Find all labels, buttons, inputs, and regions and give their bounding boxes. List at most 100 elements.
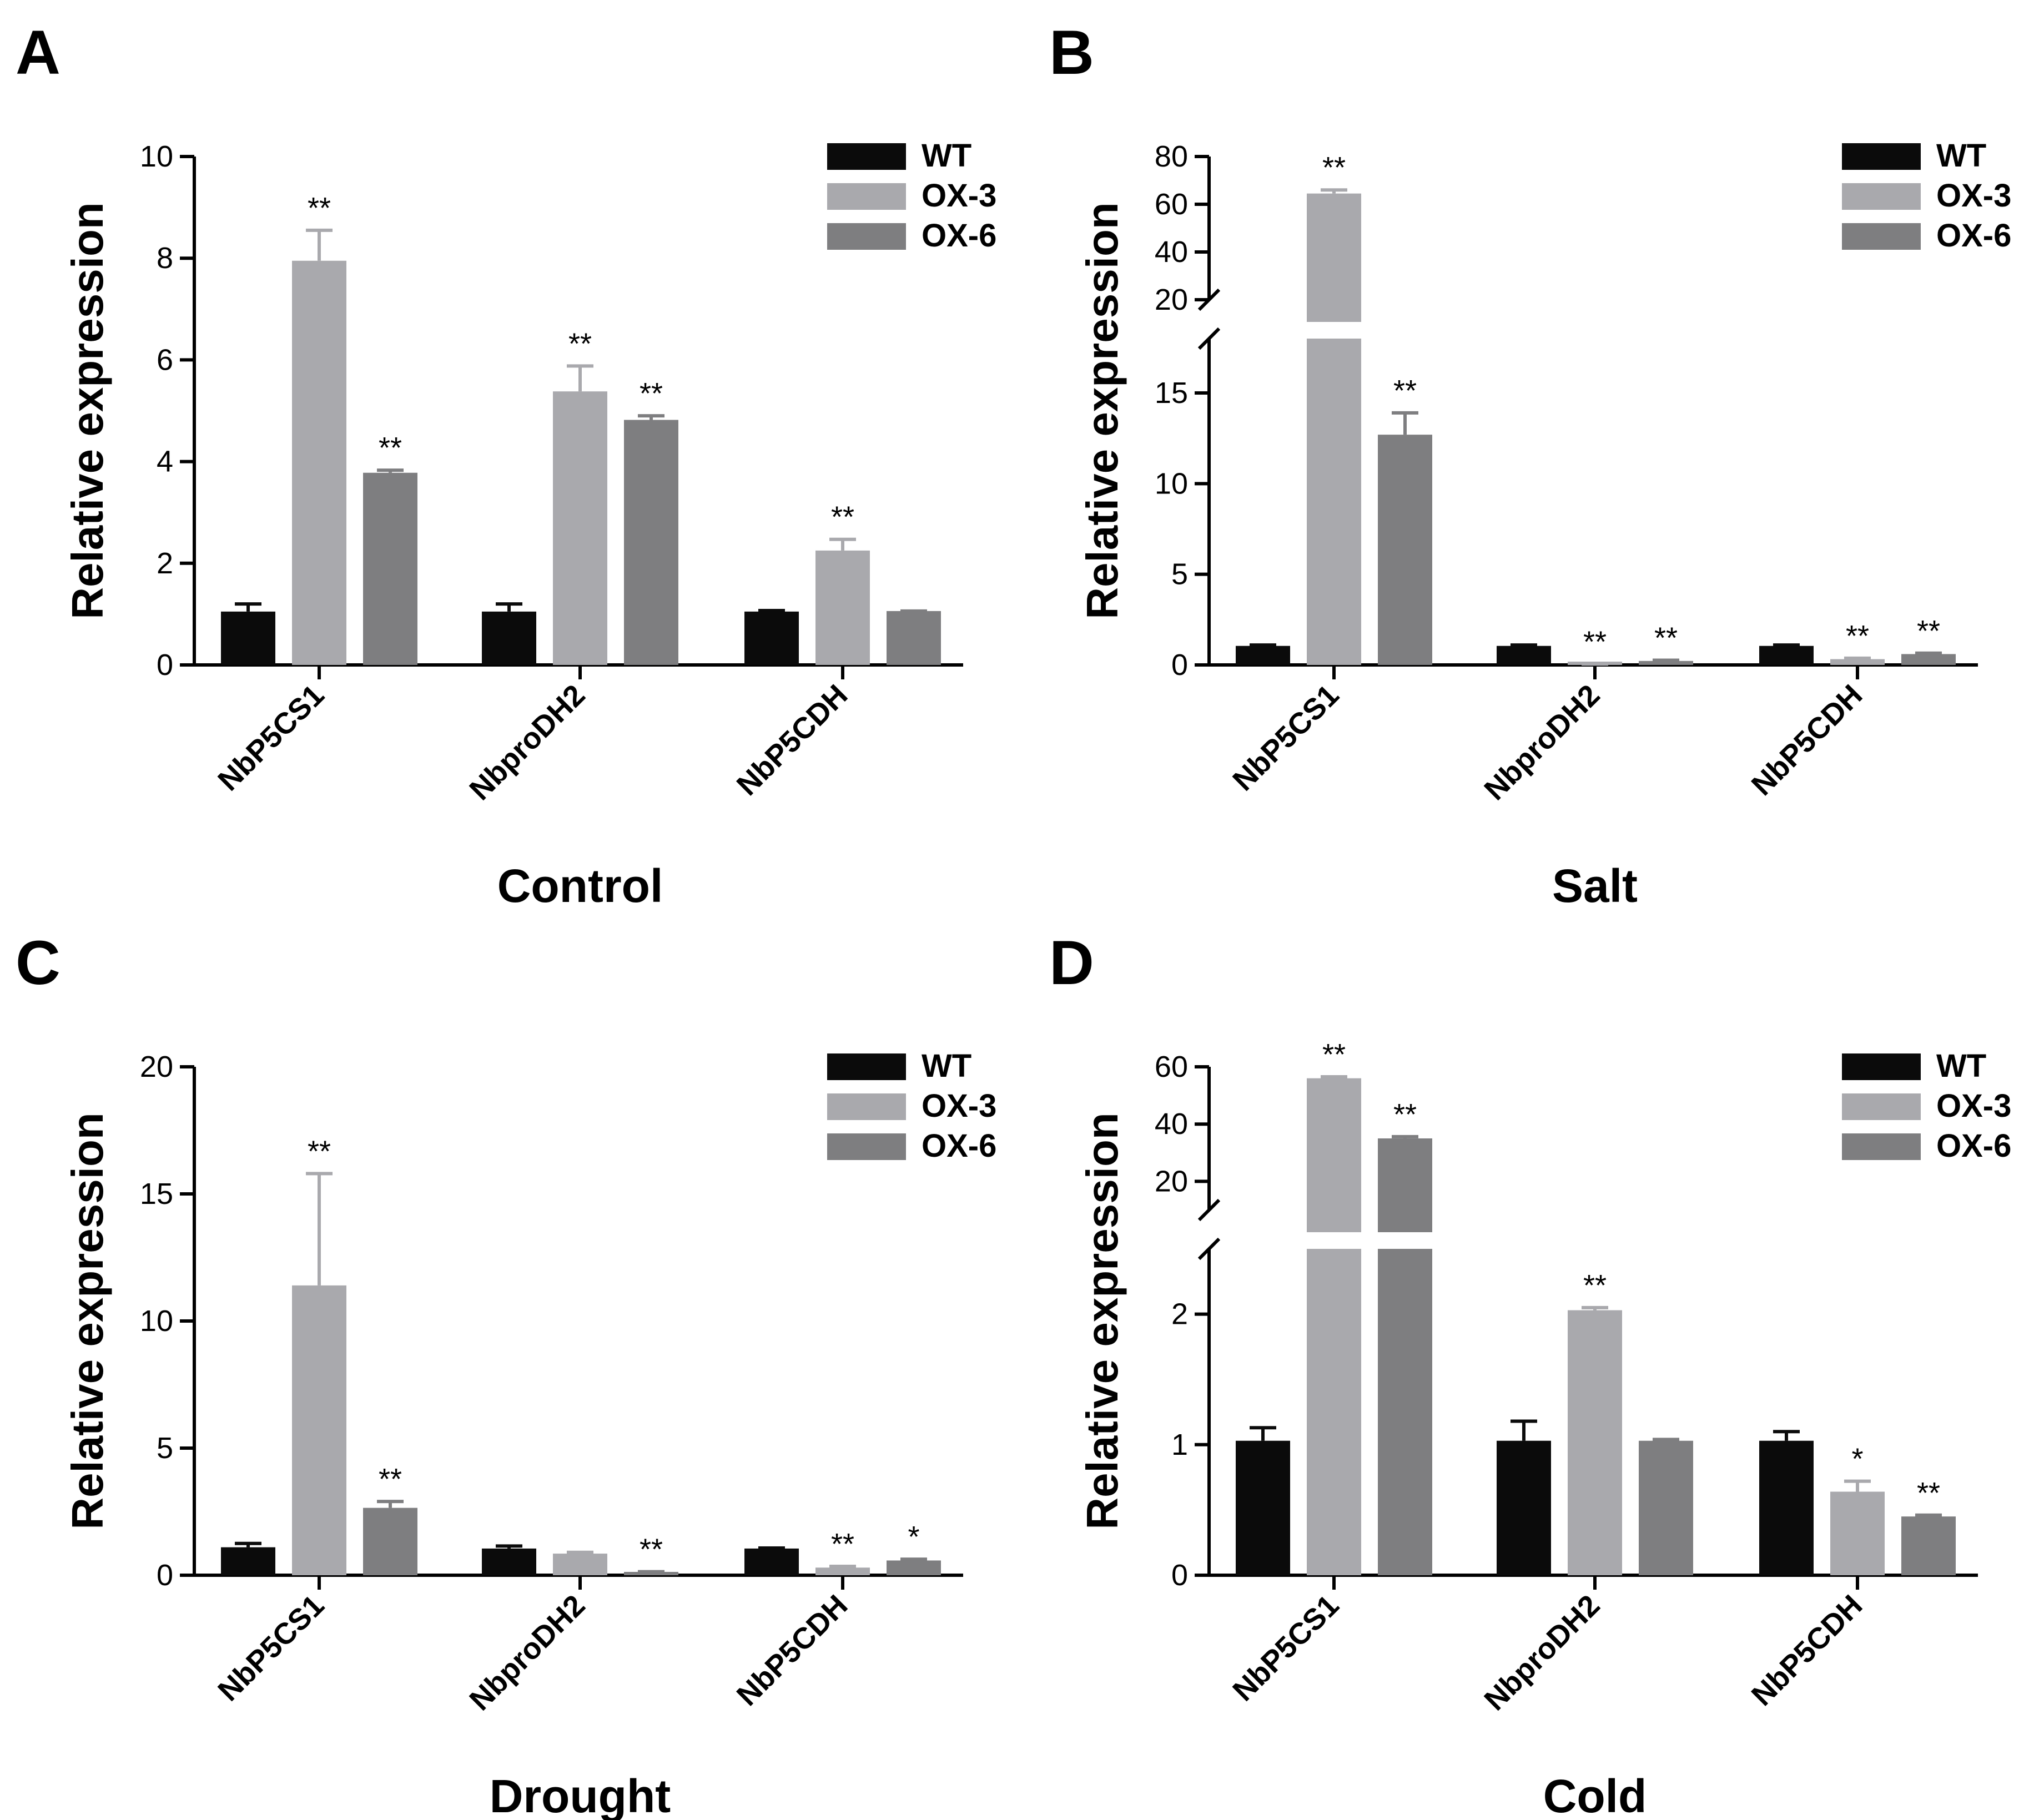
y-tick-label: 80 — [1155, 140, 1188, 173]
chart-b: 0 5 10 15 20 40 60 80 Relative expression NbP5CS1… — [1078, 138, 2011, 912]
bar-ox-6-nbp5cdh — [887, 611, 941, 665]
significance-label: ** — [1917, 614, 1940, 648]
significance-label: ** — [308, 191, 331, 225]
y-tick-label: 20 — [140, 1050, 173, 1083]
significance-label: ** — [1654, 622, 1678, 655]
significance-label: ** — [640, 377, 663, 410]
x-tick-label: NbP5CS1 — [1226, 1589, 1345, 1707]
x-tick-label: NbP5CDH — [1745, 678, 1869, 802]
y-tick-label: 2 — [1171, 1298, 1188, 1331]
legend-swatch-ox-3 — [1842, 1093, 1921, 1120]
y-tick-label: 60 — [1155, 1050, 1188, 1083]
bar-wt-nbp5cdh — [1759, 646, 1814, 665]
x-axis-label: Cold — [1543, 1770, 1647, 1820]
legend-label-ox-6: OX-6 — [1936, 218, 2011, 254]
legend-label-wt: WT — [922, 1048, 971, 1084]
bar-wt-nbp5cs1 — [1236, 646, 1290, 665]
legend-label-ox-3: OX-3 — [922, 1088, 996, 1124]
legend-label-ox-3: OX-3 — [922, 178, 996, 214]
significance-label: ** — [379, 1463, 402, 1496]
bar-ox-6-nbprodh2 — [1639, 1440, 1693, 1575]
bar-ox-6-nbp5cs1 — [1378, 1249, 1432, 1575]
bar-wt-nbp5cs1 — [1236, 1440, 1290, 1575]
x-tick-label: NbP5CS1 — [212, 678, 330, 797]
x-axis-label: Salt — [1552, 860, 1638, 912]
bar-ox-6-nbp5cs1 — [363, 1508, 417, 1575]
y-tick-label: 2 — [157, 547, 173, 580]
bar-ox-6-nbp5cdh — [1901, 1516, 1956, 1575]
significance-label: ** — [1846, 619, 1869, 653]
panel-label-c: C — [16, 928, 61, 997]
y-axis-label: Relative expression — [1078, 202, 1127, 619]
significance-label: ** — [1917, 1476, 1940, 1510]
legend: WT OX-3 OX-6 — [827, 1048, 996, 1164]
bar-wt-nbp5cdh — [1759, 1440, 1814, 1575]
legend-label-wt: WT — [922, 138, 971, 174]
plot-area: 0 5 10 15 20 Relative expression NbP5CS1 ** ** Nb… — [63, 1050, 963, 1820]
axis-break-mark — [1197, 1237, 1221, 1261]
bar-ox-3-nbp5cdh — [815, 1567, 870, 1575]
y-tick-label: 15 — [140, 1177, 173, 1211]
significance-label: ** — [1322, 151, 1346, 184]
significance-label: ** — [1583, 1269, 1607, 1302]
y-tick-label: 60 — [1155, 188, 1188, 221]
bar-ox-3-nbp5cs1 — [292, 260, 346, 665]
legend: WT OX-3 OX-6 — [827, 138, 996, 254]
y-tick-label: 0 — [157, 648, 173, 682]
panel-d: D 0 1 2 20 40 60 Relative expression NbP5CS1 ** *… — [1015, 910, 2029, 1820]
bar-wt-nbprodh2 — [1497, 1440, 1551, 1575]
y-tick-label: 0 — [1171, 1559, 1188, 1592]
legend-label-ox-3: OX-3 — [1936, 1088, 2011, 1124]
bar-ox-3-nbp5cdh — [1830, 1491, 1885, 1575]
bar-wt-nbp5cdh — [744, 611, 799, 665]
chart-c: 0 5 10 15 20 Relative expression NbP5CS1 ** ** Nb… — [63, 1048, 996, 1820]
x-axis-label: Control — [497, 860, 663, 912]
legend-label-wt: WT — [1936, 1048, 1986, 1084]
y-tick-label: 40 — [1155, 1107, 1188, 1141]
plot-area: 0 2 4 6 8 10 Relative expression NbP5CS1 ** ** Nbp… — [63, 140, 963, 912]
bar-ox-3-nbp5cs1 — [1307, 339, 1361, 665]
x-tick-label: NbP5CS1 — [1226, 678, 1345, 797]
legend-swatch-wt — [1842, 1053, 1921, 1080]
bar-ox-3-nbp5cdh — [815, 550, 870, 665]
legend-swatch-ox-3 — [1842, 183, 1921, 210]
y-tick-label: 6 — [157, 343, 173, 376]
bar-wt-nbp5cs1 — [221, 611, 275, 665]
bar-wt-nbprodh2 — [482, 611, 536, 665]
bar-ox-6-nbprodh2 — [624, 1572, 678, 1575]
chart-d: 0 1 2 20 40 60 Relative expression NbP5CS1 ** ** N… — [1078, 1038, 2011, 1820]
axis-break-mark — [1197, 1198, 1221, 1222]
y-tick-label: 5 — [1171, 558, 1188, 591]
significance-label: ** — [568, 327, 592, 360]
legend-label-ox-6: OX-6 — [922, 1128, 996, 1164]
significance-label: ** — [1583, 625, 1607, 658]
bar-ox-3-nbp5cdh — [1830, 659, 1885, 665]
significance-label: * — [1851, 1443, 1863, 1476]
bar-ox-3-nbp5cs1 — [1307, 1249, 1361, 1575]
bar-ox-3-nbp5cs1-upper — [1307, 1078, 1361, 1232]
bar-ox-3-nbprodh2 — [553, 391, 607, 665]
bar-ox-6-nbp5cdh — [1901, 654, 1956, 665]
x-tick-label: NbP5CDH — [731, 678, 854, 802]
x-tick-label: NbproDH2 — [463, 1589, 591, 1717]
x-tick-label: NbP5CS1 — [212, 1589, 330, 1707]
legend-swatch-ox-3 — [827, 183, 906, 210]
significance-label: ** — [1393, 374, 1417, 407]
axis-break-mark — [1197, 327, 1221, 350]
legend-label-ox-6: OX-6 — [1936, 1128, 2011, 1164]
y-tick-label: 8 — [157, 241, 173, 275]
bar-ox-3-nbprodh2 — [1568, 1310, 1622, 1575]
significance-label: * — [908, 1520, 919, 1554]
x-tick-label: NbproDH2 — [1478, 1589, 1606, 1717]
x-tick-label: NbproDH2 — [463, 678, 591, 806]
legend-swatch-ox-6 — [827, 1133, 906, 1160]
legend-swatch-ox-6 — [1842, 223, 1921, 250]
bar-wt-nbprodh2 — [482, 1548, 536, 1575]
bar-ox-3-nbp5cs1-upper — [1307, 193, 1361, 322]
y-tick-label: 15 — [1155, 376, 1188, 410]
y-tick-label: 10 — [140, 140, 173, 173]
significance-label: ** — [831, 501, 854, 534]
y-axis-label: Relative expression — [1078, 1112, 1127, 1529]
significance-label: ** — [831, 1527, 854, 1561]
panel-label-a: A — [16, 18, 61, 87]
